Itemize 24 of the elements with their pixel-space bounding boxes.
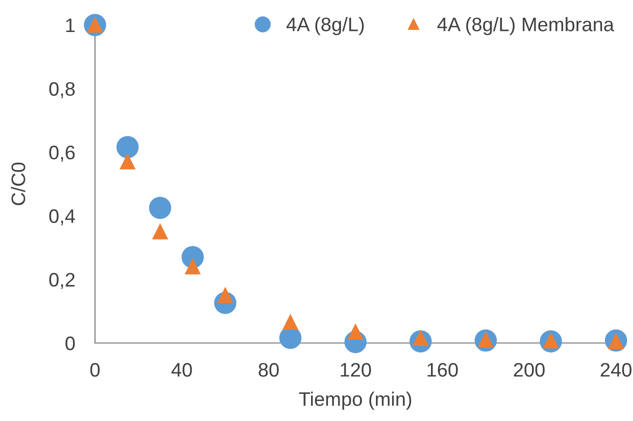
point: [348, 324, 364, 340]
x-tick-label: 0: [90, 362, 100, 377]
legend-label: 4A (8g/L): [286, 17, 364, 36]
point: [116, 136, 139, 158]
y-tick-label: 1: [66, 18, 75, 32]
x-tick-label: 120: [340, 362, 371, 377]
y-tick-label: 0,2: [49, 272, 75, 289]
x-tick-label: 80: [258, 362, 279, 377]
y-axis-title: C/C0: [10, 162, 26, 206]
legend-label: 4A (8g/L) Membrana: [437, 17, 614, 36]
y-tick-label: 0: [66, 336, 75, 350]
x-tick-label: 240: [600, 362, 632, 377]
x-axis-title: Tiempo (min): [299, 392, 412, 410]
x-tick-label: 160: [428, 362, 458, 377]
x-tick-label: 200: [514, 362, 545, 377]
y-tick-label: 0,8: [49, 82, 75, 98]
y-tick-label: 0,4: [49, 209, 75, 226]
point: [149, 196, 172, 219]
point: [185, 259, 200, 274]
point: [282, 314, 298, 330]
y-tick-label: 0,6: [49, 146, 75, 162]
point: [152, 224, 168, 240]
point: [120, 154, 136, 170]
x-tick-label: 40: [171, 362, 192, 377]
